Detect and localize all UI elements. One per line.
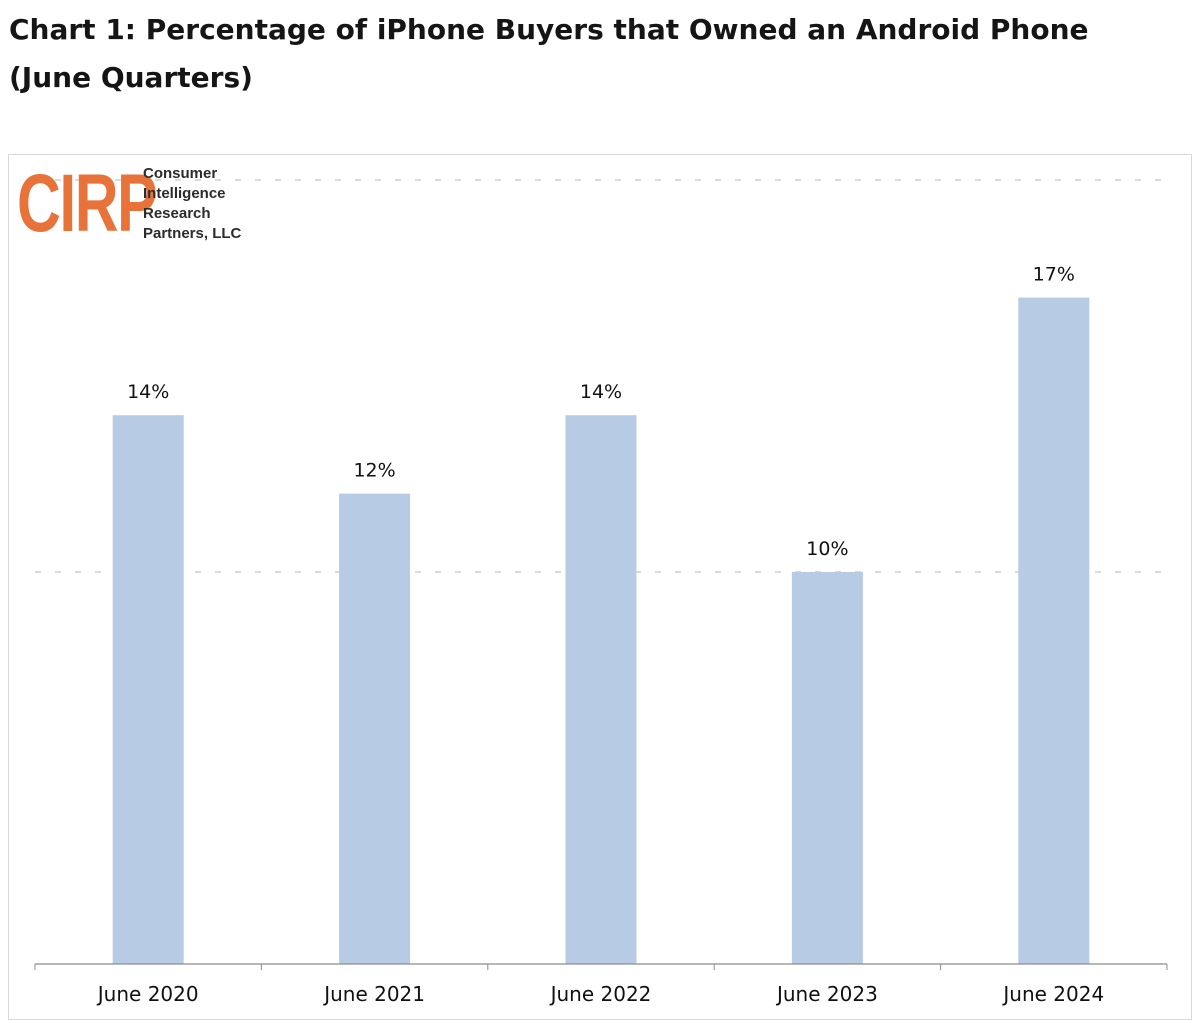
data-label: 17%	[1033, 264, 1075, 286]
chart-frame: 14% 12% 14% 10% 17% June 2020 June 2021 June 2…	[8, 154, 1192, 1020]
logo-mark: CIRP	[17, 158, 158, 249]
bar	[791, 572, 863, 964]
page-title: Chart 1: Percentage of iPhone Buyers tha…	[9, 13, 1089, 94]
logo-company-name: Consumer Intelligence Research Partners,…	[143, 164, 241, 244]
logo-line: Consumer	[143, 165, 218, 182]
bar	[112, 415, 184, 964]
x-tick-label: June 2021	[322, 982, 425, 1006]
logo-line: Intelligence	[143, 185, 226, 202]
data-label: 10%	[806, 538, 848, 560]
x-tick-label: June 2020	[96, 982, 199, 1006]
bar	[1018, 297, 1090, 965]
x-tick-label: June 2024	[1001, 982, 1104, 1006]
logo-line: Partners, LLC	[143, 225, 242, 242]
data-labels: 14% 12% 14% 10% 17%	[127, 264, 1075, 560]
data-label: 14%	[580, 381, 622, 403]
bars	[112, 297, 1090, 965]
data-label: 12%	[353, 460, 395, 482]
data-label: 14%	[127, 381, 169, 403]
x-tick-label: June 2023	[775, 982, 878, 1006]
logo-line: Research	[143, 205, 211, 222]
bar	[565, 415, 637, 964]
bar-chart: 14%12%14%10%17% June 2020 June 2021 June 2…	[34, 179, 1168, 1006]
x-tick-label: June 2022	[549, 982, 652, 1006]
cirp-logo: CIRP Consumer Intelligence Research Part…	[17, 163, 247, 245]
bar	[339, 493, 411, 964]
x-axis: June 2020 June 2021 June 2022 June 2023 June…	[34, 963, 1168, 1006]
